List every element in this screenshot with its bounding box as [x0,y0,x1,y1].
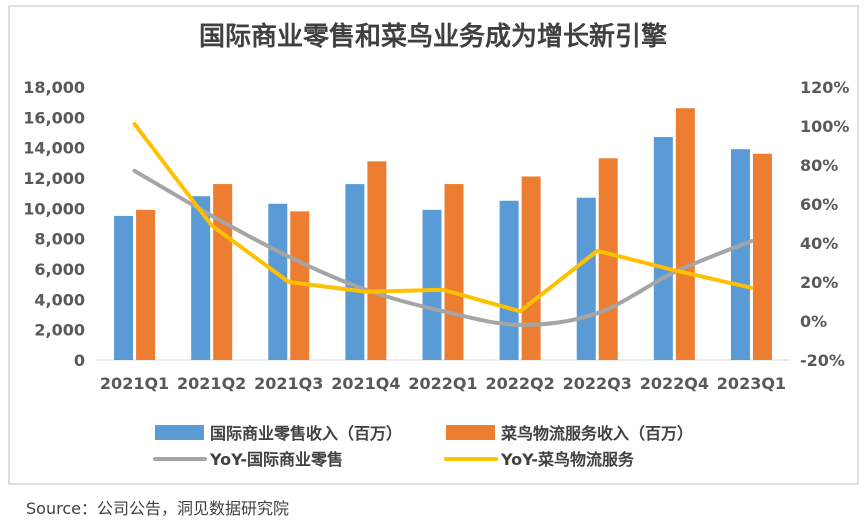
bar-retail [576,197,596,360]
x-axis: 2021Q1 2021Q2 2021Q3 2021Q4 2022Q1 2022Q2 2022… [100,374,786,393]
left-tick-label: 14,000 [23,139,85,158]
source-note: Source：公司公告，洞见数据研究院 [26,499,289,518]
category-label: 2021Q4 [331,374,400,393]
legend-swatch-cainiao [446,425,495,440]
left-tick-label: 2,000 [34,321,85,340]
left-tick-label: 10,000 [23,199,85,218]
bar-cainiao [213,184,233,360]
bar-retail [730,149,750,360]
left-tick-label: 16,000 [23,108,85,127]
bar-retail [345,184,365,360]
right-tick-label: 20% [800,273,838,292]
right-tick-label: 0% [800,312,827,331]
line-yoy-retail [132,168,754,327]
bar-cainiao [367,161,387,360]
category-label: 2022Q4 [640,374,709,393]
right-tick-label: -20% [800,351,845,370]
bar-retail [191,196,211,360]
bar-retail [268,203,288,360]
chart-title: 国际商业零售和菜鸟业务成为增长新引擎 [199,21,667,52]
bar-retail [422,209,442,360]
left-tick-label: 6,000 [34,260,85,279]
left-tick-label: 18,000 [23,78,85,97]
bar-retail [653,137,673,360]
right-tick-label: 100% [800,117,849,136]
bar-cainiao [752,153,772,360]
legend-label-yoy-retail: YoY-国际商业零售 [209,450,343,469]
category-label: 2023Q1 [717,374,786,393]
line-yoy-cainiao [132,122,754,314]
legend: 国际商业零售收入（百万） 菜鸟物流服务收入（百万） YoY-国际商业零售 YoY… [153,424,693,469]
bar-cainiao [598,158,618,360]
category-label: 2021Q1 [100,374,169,393]
bar-cainiao [521,176,541,360]
right-tick-label: 80% [800,156,838,175]
legend-label-cainiao: 菜鸟物流服务收入（百万） [500,424,693,443]
right-axis: -20% 0% 20% 40% 60% 80% 100% 120% [800,78,849,370]
left-tick-label: 0 [74,351,85,370]
bar-cainiao [136,209,156,360]
legend-label-yoy-cainiao: YoY-菜鸟物流服务 [500,450,635,469]
bar-retail [114,215,134,360]
category-label: 2021Q2 [177,374,246,393]
bar-cainiao [444,184,464,360]
right-tick-label: 40% [800,234,838,253]
bar-cainiao [290,211,310,360]
category-label: 2022Q2 [485,374,554,393]
category-label: 2022Q1 [408,374,477,393]
bar-retail [499,200,519,360]
legend-swatch-retail [155,425,204,440]
legend-label-retail: 国际商业零售收入（百万） [210,424,402,443]
yoy-lines [132,122,754,327]
left-tick-label: 8,000 [34,230,85,249]
category-label: 2021Q3 [254,374,323,393]
left-tick-label: 12,000 [23,169,85,188]
right-tick-label: 60% [800,195,838,214]
left-tick-label: 4,000 [34,290,85,309]
right-tick-label: 120% [800,78,849,97]
category-label: 2022Q3 [563,374,632,393]
bar-cainiao [675,108,695,360]
left-axis: 0 2,000 4,000 6,000 8,000 10,000 12,000 14,000 1… [23,78,85,370]
